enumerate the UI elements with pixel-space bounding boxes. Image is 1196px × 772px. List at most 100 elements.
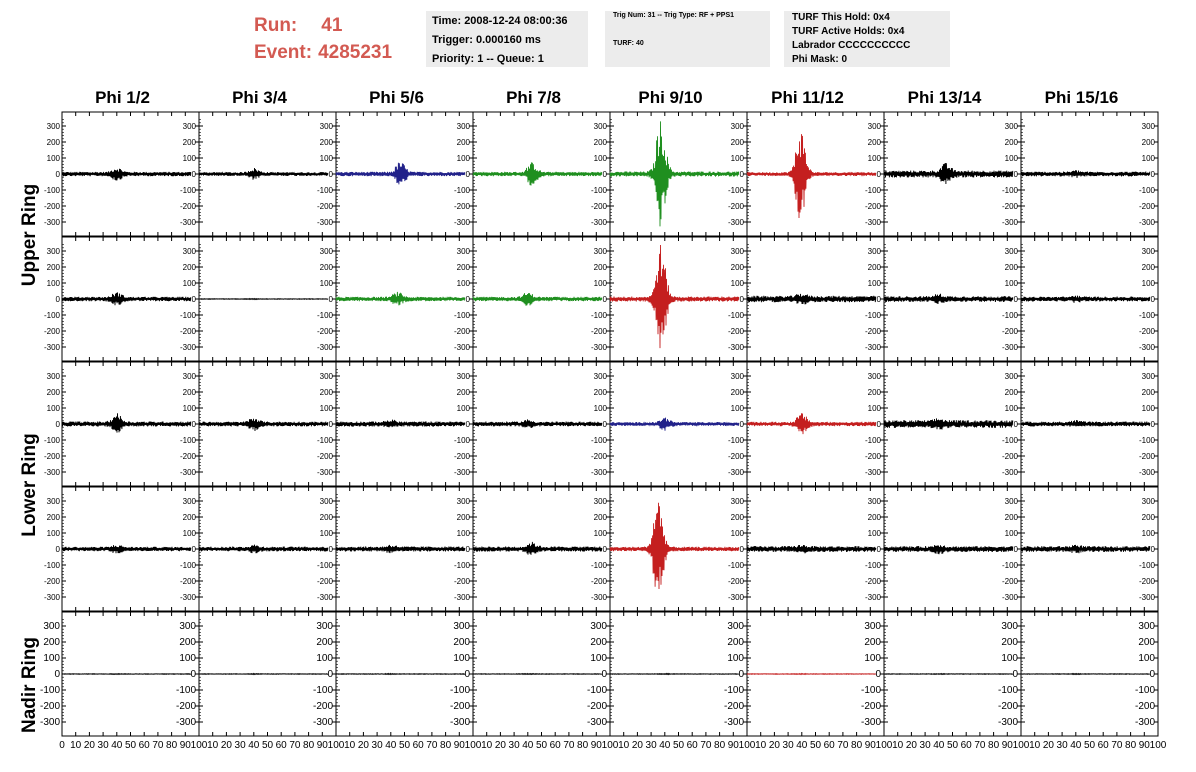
waveform-r1-c4 bbox=[609, 244, 740, 349]
y-tick-label: -100 bbox=[1002, 436, 1019, 445]
y-tick-label: 0 bbox=[466, 420, 471, 429]
y-tick-label: 300 bbox=[731, 122, 745, 131]
y-tick-label: -100 bbox=[1002, 561, 1019, 570]
y-tick-label: 200 bbox=[179, 637, 196, 648]
y-tick-label: 200 bbox=[1142, 263, 1156, 272]
column-label-phi-13-14: Phi 13/14 bbox=[907, 88, 982, 107]
y-tick-label: 0 bbox=[1014, 545, 1019, 554]
y-tick-label: -100 bbox=[865, 436, 882, 445]
x-tick-label: 20 bbox=[632, 740, 644, 751]
y-tick-label: 0 bbox=[464, 669, 470, 680]
y-tick-label: -200 bbox=[1139, 202, 1156, 211]
y-tick-label: 0 bbox=[875, 669, 881, 680]
priority-line: Priority: 1 -- Queue: 1 bbox=[432, 53, 544, 65]
y-tick-label: 0 bbox=[877, 170, 882, 179]
y-tick-label: 100 bbox=[183, 404, 197, 413]
y-tick-label: 0 bbox=[603, 295, 608, 304]
y-tick-label: -100 bbox=[44, 561, 61, 570]
y-tick-label: -100 bbox=[728, 186, 745, 195]
y-tick-label: -100 bbox=[180, 186, 197, 195]
y-tick-label: 300 bbox=[1142, 122, 1156, 131]
y-tick-label: 300 bbox=[183, 247, 197, 256]
column-label-phi-5-6: Phi 5/6 bbox=[369, 88, 424, 107]
y-tick-label: -100 bbox=[728, 311, 745, 320]
y-tick-label: -300 bbox=[1139, 218, 1156, 227]
y-tick-label: 200 bbox=[868, 138, 882, 147]
turf-info-box: TURF This Hold: 0x4 TURF Active Holds: 0… bbox=[784, 11, 950, 67]
y-tick-label: 200 bbox=[183, 513, 197, 522]
y-tick-label: -200 bbox=[728, 452, 745, 461]
y-tick-label: 300 bbox=[183, 372, 197, 381]
y-tick-label: 0 bbox=[54, 669, 60, 680]
y-tick-label: -100 bbox=[180, 436, 197, 445]
waveform-r0-c3 bbox=[472, 162, 603, 186]
column-label-phi-7-8: Phi 7/8 bbox=[506, 88, 561, 107]
y-tick-label: 200 bbox=[1142, 388, 1156, 397]
x-tick-label: 90 bbox=[454, 740, 466, 751]
x-tick-label: 10 bbox=[755, 740, 767, 751]
x-tick-label: 40 bbox=[933, 740, 945, 751]
waveform-r0-c4 bbox=[609, 121, 740, 227]
x-tick-label: 80 bbox=[988, 740, 1000, 751]
y-tick-label: -100 bbox=[865, 311, 882, 320]
x-tick-label: 60 bbox=[413, 740, 425, 751]
y-tick-label: 100 bbox=[594, 404, 608, 413]
x-tick-label: 60 bbox=[961, 740, 973, 751]
y-tick-label: -200 bbox=[454, 577, 471, 586]
run-row: Run: 41 bbox=[254, 12, 392, 39]
y-tick-label: 0 bbox=[329, 170, 334, 179]
x-tick-label: 50 bbox=[262, 740, 274, 751]
y-tick-label: 200 bbox=[47, 138, 61, 147]
y-tick-label: 100 bbox=[1005, 279, 1019, 288]
y-tick-label: 300 bbox=[1142, 497, 1156, 506]
x-tick-label: 20 bbox=[906, 740, 918, 751]
turf-line: TURF: 40 bbox=[613, 40, 644, 47]
y-tick-label: 200 bbox=[727, 637, 744, 648]
waveform-r3-c7 bbox=[1020, 544, 1151, 554]
x-tick-label: 100 bbox=[328, 740, 345, 751]
x-tick-label: 30 bbox=[920, 740, 932, 751]
y-tick-label: 300 bbox=[320, 497, 334, 506]
y-tick-label: 300 bbox=[457, 497, 471, 506]
y-tick-label: 200 bbox=[320, 263, 334, 272]
y-tick-label: 300 bbox=[1005, 497, 1019, 506]
y-tick-label: 100 bbox=[453, 653, 470, 664]
x-tick-label: 30 bbox=[235, 740, 247, 751]
y-tick-label: 200 bbox=[457, 513, 471, 522]
y-tick-label: -300 bbox=[591, 468, 608, 477]
x-tick-label: 80 bbox=[1125, 740, 1137, 751]
y-tick-label: -300 bbox=[44, 343, 61, 352]
y-tick-label: 100 bbox=[731, 529, 745, 538]
y-tick-label: 100 bbox=[1142, 404, 1156, 413]
y-tick-label: -200 bbox=[180, 577, 197, 586]
y-tick-label: 0 bbox=[1151, 545, 1156, 554]
y-tick-label: 0 bbox=[466, 545, 471, 554]
x-tick-label: 90 bbox=[865, 740, 877, 751]
y-tick-label: 100 bbox=[47, 529, 61, 538]
y-tick-label: -200 bbox=[44, 202, 61, 211]
y-tick-label: 200 bbox=[868, 388, 882, 397]
x-tick-label: 30 bbox=[646, 740, 658, 751]
waveform-r0-c6 bbox=[883, 162, 1014, 185]
y-tick-label: -300 bbox=[317, 593, 334, 602]
y-tick-label: -100 bbox=[728, 561, 745, 570]
waveform-r4-c1 bbox=[198, 672, 329, 676]
waveform-r3-c3 bbox=[472, 541, 603, 555]
y-tick-label: 200 bbox=[457, 138, 471, 147]
y-tick-label: -200 bbox=[587, 701, 607, 712]
y-tick-label: 300 bbox=[1001, 621, 1018, 632]
y-tick-label: 0 bbox=[56, 545, 61, 554]
waveform-r4-c6 bbox=[883, 672, 1014, 676]
y-tick-label: -300 bbox=[728, 218, 745, 227]
y-tick-label: 100 bbox=[1001, 653, 1018, 664]
y-tick-label: 300 bbox=[320, 247, 334, 256]
y-tick-label: -300 bbox=[44, 468, 61, 477]
waveform-r4-c0 bbox=[61, 672, 192, 676]
y-tick-label: 200 bbox=[453, 637, 470, 648]
y-tick-label: 300 bbox=[179, 621, 196, 632]
y-tick-label: -300 bbox=[587, 717, 607, 728]
y-tick-label: -300 bbox=[1139, 593, 1156, 602]
y-tick-label: -300 bbox=[1002, 218, 1019, 227]
y-tick-label: 200 bbox=[47, 388, 61, 397]
y-tick-label: 300 bbox=[868, 372, 882, 381]
